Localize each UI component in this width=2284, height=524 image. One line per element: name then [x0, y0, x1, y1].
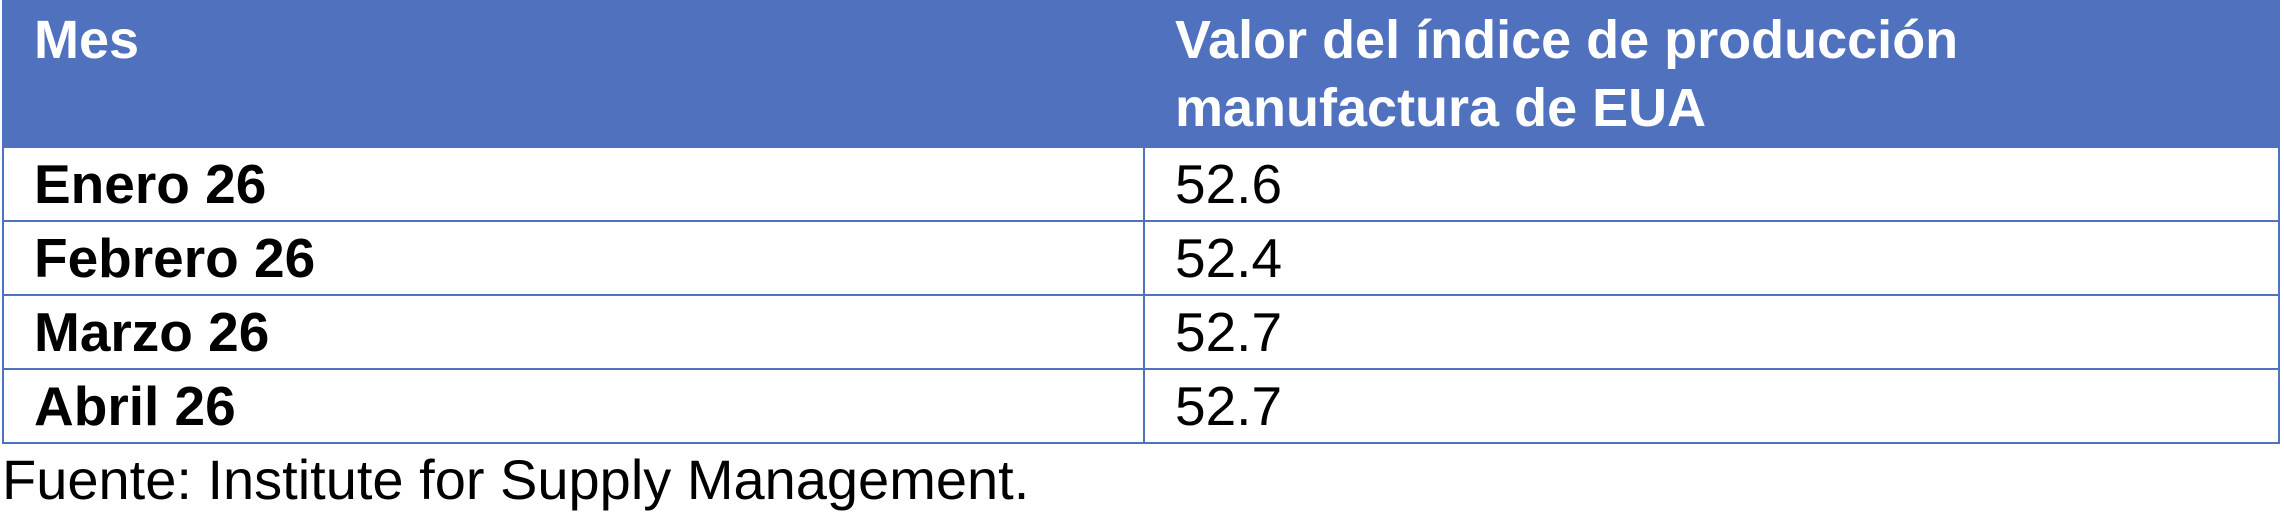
value-cell: 52.7 [1143, 368, 2280, 444]
month-cell: Febrero 26 [2, 220, 1145, 296]
header-cell: Valor del índice de producción manufactu… [1143, 0, 2280, 148]
header-cell: Mes [2, 0, 1145, 148]
header-row: Mes Valor del índice de producción manuf… [2, 0, 2280, 148]
footnote: Fuente: Institute for Supply Management. [2, 448, 1030, 511]
month-cell: Abril 26 [2, 368, 1145, 444]
table-row: Febrero 26 52.4 [2, 220, 2280, 296]
month-cell: Enero 26 [2, 146, 1145, 222]
month-cell: Marzo 26 [2, 294, 1145, 370]
table-body: Enero 26 52.6 Febrero 26 52.4 Marzo 26 52.7 Ab… [2, 146, 2280, 444]
value-cell: 52.4 [1143, 220, 2280, 296]
data-table: Mes Valor del índice de producción manuf… [2, 0, 2280, 444]
table-row: Marzo 26 52.7 [2, 294, 2280, 370]
value-cell: 52.6 [1143, 146, 2280, 222]
table-row: Abril 26 52.7 [2, 368, 2280, 444]
table-row: Enero 26 52.6 [2, 146, 2280, 222]
value-cell: 52.7 [1143, 294, 2280, 370]
